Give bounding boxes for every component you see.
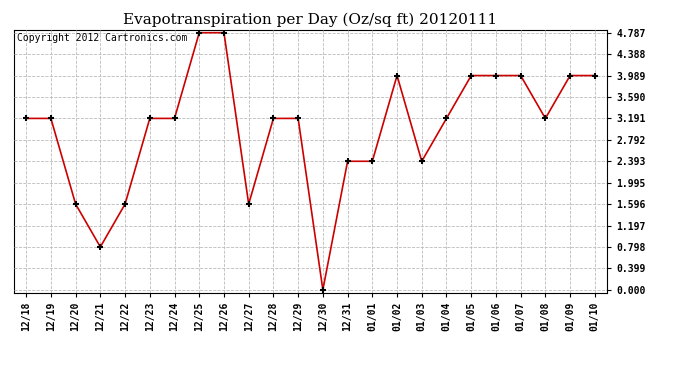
Title: Evapotranspiration per Day (Oz/sq ft) 20120111: Evapotranspiration per Day (Oz/sq ft) 20… xyxy=(124,13,497,27)
Text: Copyright 2012 Cartronics.com: Copyright 2012 Cartronics.com xyxy=(17,33,187,43)
